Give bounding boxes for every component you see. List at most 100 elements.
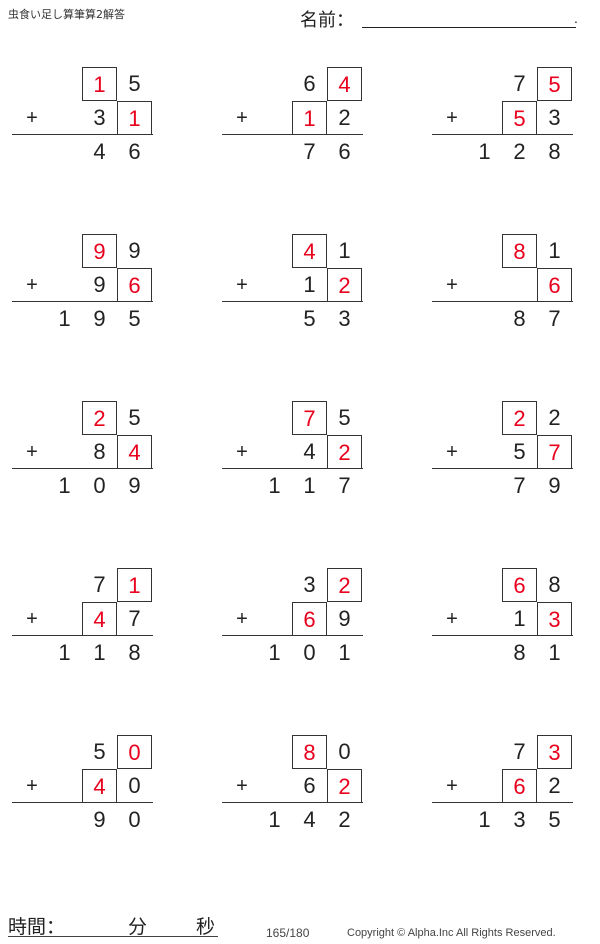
result-digit: 1 [268,807,281,832]
bottom-digit: 2 [338,105,351,130]
result-digit: 9 [128,473,141,498]
hidden-digit-box[interactable]: 6 [292,602,327,636]
top-digit: 1 [338,238,351,263]
plus-sign: + [446,274,458,296]
bottom-digit: 3 [548,105,561,130]
result-digit: 1 [268,473,281,498]
result-digit: 3 [513,807,526,832]
plus-sign: + [26,775,38,797]
problem-10: 7 1 4 7 +1 1 8 [12,568,154,678]
hidden-digit-box[interactable]: 8 [502,234,537,268]
problem-7: 2 5 8 4 +1 0 9 [12,401,154,511]
hidden-digit-box[interactable]: 2 [327,568,362,602]
result-digit [47,135,82,169]
sum-line [222,301,363,302]
bottom-digit: 9 [338,606,351,631]
sum-line [12,802,153,803]
result-digit: 5 [303,306,316,331]
problem-14: 8 0 6 2 +1 4 2 [222,735,364,845]
sum-line [12,635,153,636]
hidden-digit-box[interactable]: 8 [292,735,327,769]
hidden-digit-box[interactable]: 2 [82,401,117,435]
hidden-digit-box[interactable]: 6 [502,769,537,803]
result-digit: 2 [513,139,526,164]
result-digit: 8 [548,139,561,164]
problem-8: 7 5 4 2 +1 1 7 [222,401,364,511]
hidden-digit-box[interactable]: 7 [292,401,327,435]
plus-sign: + [446,107,458,129]
bottom-digit: 3 [93,105,106,130]
result-digit: 1 [478,139,491,164]
sum-line [432,468,573,469]
result-digit: 9 [93,306,106,331]
result-digit: 8 [128,640,141,665]
top-digit: 3 [303,572,316,597]
problem-15: 7 3 6 2 +1 3 5 [432,735,574,845]
problem-1: 1 5 3 1 +4 6 [12,67,154,177]
hidden-digit-box[interactable]: 1 [117,101,152,135]
hidden-digit-box[interactable]: 0 [117,735,152,769]
hidden-digit-box[interactable]: 4 [82,602,117,636]
top-digit: 7 [93,572,106,597]
result-digit: 1 [93,640,106,665]
bottom-digit: 4 [303,439,316,464]
top-digit: 5 [128,405,141,430]
worksheet-title: 虫食い足し算筆算2解答 [8,8,125,21]
hidden-digit-box[interactable]: 2 [327,769,362,803]
hidden-digit-box[interactable]: 2 [327,268,362,302]
plus-sign: + [236,775,248,797]
hidden-digit-box[interactable]: 6 [537,268,572,302]
plus-sign: + [26,274,38,296]
sum-line [12,468,153,469]
top-digit: 1 [548,238,561,263]
time-label: 時間： [8,916,66,938]
hidden-digit-box[interactable]: 2 [327,435,362,469]
sum-line [222,635,363,636]
time-field: 時間： 分 秒 [8,912,218,938]
seconds-label: 秒 [196,916,216,938]
top-digit: 9 [128,238,141,263]
name-label: 名前： [300,10,354,31]
hidden-digit-box[interactable]: 5 [502,101,537,135]
result-digit: 1 [58,640,71,665]
result-digit: 2 [338,807,351,832]
hidden-digit-box[interactable]: 3 [537,602,572,636]
bottom-digit: 0 [128,773,141,798]
top-digit: 5 [93,739,106,764]
plus-sign: + [236,608,248,630]
hidden-digit-box[interactable]: 7 [537,435,572,469]
bottom-digit: 2 [548,773,561,798]
result-digit: 7 [513,473,526,498]
hidden-digit-box[interactable]: 9 [82,234,117,268]
hidden-digit-box[interactable]: 5 [537,67,572,101]
sum-line [222,802,363,803]
top-digit: 7 [513,739,526,764]
bottom-digit: 9 [93,272,106,297]
result-digit [257,302,292,336]
name-end-mark: . [574,10,578,26]
hidden-digit-box[interactable]: 1 [82,67,117,101]
result-digit [257,135,292,169]
top-digit: 0 [338,739,351,764]
name-field-line [362,27,576,28]
result-digit: 1 [548,640,561,665]
result-digit: 0 [128,807,141,832]
hidden-digit-box[interactable]: 3 [537,735,572,769]
bottom-digit: 7 [128,606,141,631]
result-digit: 9 [93,807,106,832]
result-digit: 1 [58,473,71,498]
hidden-digit-box[interactable]: 4 [327,67,362,101]
hidden-digit-box[interactable]: 1 [292,101,327,135]
hidden-digit-box[interactable]: 4 [292,234,327,268]
hidden-digit-box[interactable]: 4 [117,435,152,469]
hidden-digit-box[interactable]: 1 [117,568,152,602]
hidden-digit-box[interactable]: 6 [502,568,537,602]
top-digit: 7 [513,71,526,96]
hidden-digit-box[interactable]: 2 [502,401,537,435]
result-digit: 4 [303,807,316,832]
result-digit: 1 [338,640,351,665]
hidden-digit-box[interactable]: 4 [82,769,117,803]
plus-sign: + [26,107,38,129]
hidden-digit-box[interactable]: 6 [117,268,152,302]
problem-4: 9 9 9 6 +1 9 5 [12,234,154,344]
